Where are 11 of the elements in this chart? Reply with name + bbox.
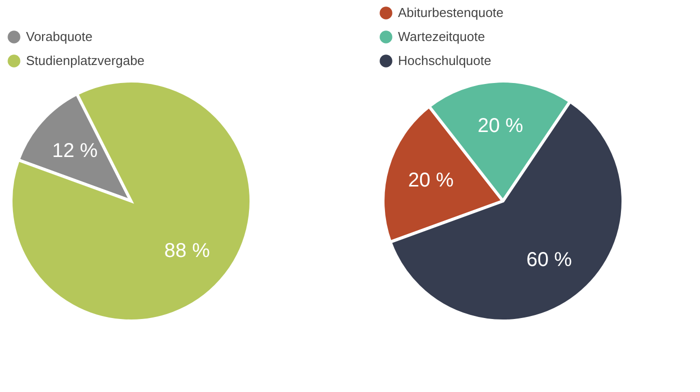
data-label: 12 %: [52, 140, 98, 162]
legend-label: Vorabquote: [26, 29, 93, 44]
legend-label: Studienplatzvergabe: [26, 53, 145, 68]
data-label: 88 %: [164, 240, 210, 262]
legend-label: Wartezeitquote: [398, 29, 485, 44]
pie-slice: [10, 80, 252, 322]
data-label: 60 %: [526, 249, 572, 272]
legend-label: Abiturbestenquote: [398, 5, 504, 20]
data-label: 20 %: [478, 115, 524, 138]
data-label: 20 %: [408, 169, 454, 192]
legend-label: Hochschulquote: [398, 53, 492, 68]
